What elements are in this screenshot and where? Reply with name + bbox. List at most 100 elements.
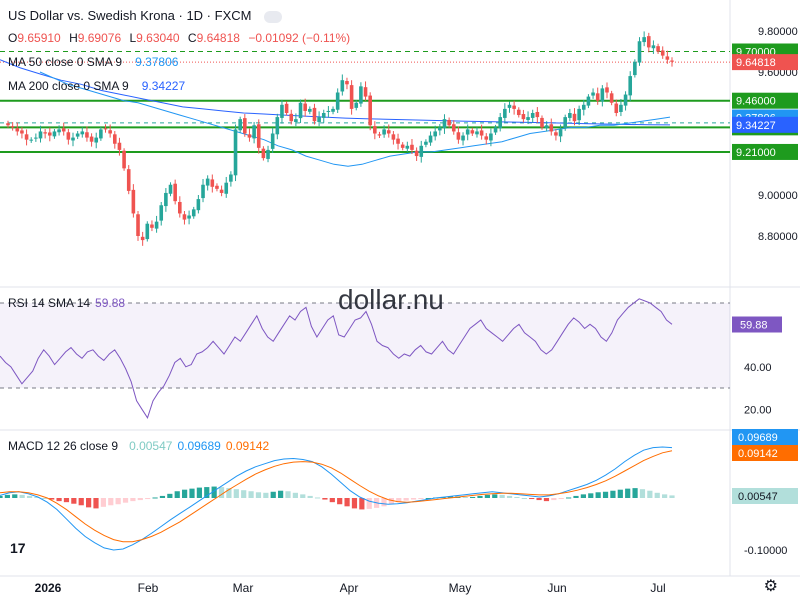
candle-body[interactable] bbox=[563, 117, 568, 129]
candle-body[interactable] bbox=[656, 46, 660, 52]
symbol-title[interactable]: US Dollar vs. Swedish Krona · 1D · FXCM bbox=[8, 8, 252, 23]
eye-icon[interactable] bbox=[264, 10, 283, 23]
candle-body[interactable] bbox=[270, 133, 275, 149]
price-axis[interactable]: 9.800009.600009.400009.200009.000008.800… bbox=[732, 26, 798, 557]
candle-body[interactable] bbox=[628, 76, 633, 96]
candle-body[interactable] bbox=[126, 169, 131, 191]
candle-body[interactable] bbox=[289, 113, 294, 122]
candle-body[interactable] bbox=[303, 103, 307, 111]
candle-body[interactable] bbox=[298, 102, 303, 119]
candle-body[interactable] bbox=[396, 138, 400, 144]
candle-body[interactable] bbox=[145, 223, 150, 240]
candle-body[interactable] bbox=[507, 104, 512, 108]
candle-body[interactable] bbox=[424, 141, 428, 145]
candle-body[interactable] bbox=[173, 183, 177, 202]
candle-body[interactable] bbox=[345, 81, 349, 85]
candle-body[interactable] bbox=[512, 105, 516, 109]
candle-body[interactable] bbox=[66, 132, 71, 140]
candle-body[interactable] bbox=[447, 119, 451, 126]
candle-body[interactable] bbox=[637, 41, 642, 63]
candle-body[interactable] bbox=[159, 205, 164, 221]
candle-body[interactable] bbox=[238, 119, 242, 131]
candle-body[interactable] bbox=[122, 150, 126, 169]
candle-body[interactable] bbox=[373, 126, 377, 134]
candle-body[interactable] bbox=[530, 113, 535, 118]
candle-body[interactable] bbox=[20, 130, 24, 134]
candle-body[interactable] bbox=[29, 139, 34, 141]
candle-body[interactable] bbox=[646, 36, 651, 48]
macd-badge[interactable] bbox=[732, 429, 798, 445]
candle-body[interactable] bbox=[252, 125, 256, 139]
candle-body[interactable] bbox=[428, 135, 433, 143]
candle-body[interactable] bbox=[586, 96, 591, 106]
candle-body[interactable] bbox=[326, 110, 331, 112]
ma200-badge[interactable] bbox=[732, 116, 798, 133]
candle-body[interactable] bbox=[38, 131, 43, 139]
candle-body[interactable] bbox=[280, 104, 284, 118]
candle-body[interactable] bbox=[479, 130, 484, 136]
candle-body[interactable] bbox=[665, 56, 670, 60]
candle-body[interactable] bbox=[136, 214, 140, 236]
candle-body[interactable] bbox=[363, 87, 368, 97]
candle-body[interactable] bbox=[558, 129, 563, 137]
candle-body[interactable] bbox=[535, 111, 540, 118]
candle-body[interactable] bbox=[554, 132, 558, 136]
candle-body[interactable] bbox=[261, 148, 266, 159]
candle-body[interactable] bbox=[34, 137, 38, 139]
candle-body[interactable] bbox=[605, 87, 609, 93]
candle-body[interactable] bbox=[451, 124, 456, 132]
candle-body[interactable] bbox=[182, 214, 187, 220]
candle-body[interactable] bbox=[131, 189, 136, 214]
candle-body[interactable] bbox=[549, 124, 554, 132]
candle-body[interactable] bbox=[465, 129, 470, 135]
candle-body[interactable] bbox=[359, 86, 363, 104]
rsi-badge[interactable] bbox=[732, 316, 782, 333]
candle-body[interactable] bbox=[544, 125, 549, 129]
candle-body[interactable] bbox=[623, 94, 628, 106]
candle-body[interactable] bbox=[386, 130, 391, 134]
candle-body[interactable] bbox=[57, 129, 61, 133]
candle-body[interactable] bbox=[164, 192, 168, 207]
candle-body[interactable] bbox=[89, 136, 94, 142]
candle-body[interactable] bbox=[205, 178, 210, 186]
candle-body[interactable] bbox=[99, 129, 103, 139]
candle-body[interactable] bbox=[600, 88, 605, 102]
candle-body[interactable] bbox=[75, 133, 80, 137]
candle-body[interactable] bbox=[433, 131, 437, 137]
candle-body[interactable] bbox=[414, 150, 419, 157]
level-badge[interactable] bbox=[732, 92, 798, 109]
candle-body[interactable] bbox=[215, 185, 219, 189]
candle-body[interactable] bbox=[391, 134, 396, 140]
ma200-legend[interactable]: MA 200 close 0 SMA 9 9.34227 bbox=[8, 78, 190, 94]
candle-body[interactable] bbox=[526, 117, 530, 120]
candle-body[interactable] bbox=[52, 131, 57, 137]
candle-body[interactable] bbox=[256, 124, 261, 148]
candle-body[interactable] bbox=[642, 37, 646, 43]
candle-body[interactable] bbox=[442, 119, 447, 129]
candle-body[interactable] bbox=[85, 132, 89, 138]
candle-body[interactable] bbox=[651, 45, 656, 49]
candle-body[interactable] bbox=[335, 92, 340, 110]
candle-body[interactable] bbox=[633, 61, 637, 76]
candle-body[interactable] bbox=[368, 95, 372, 126]
candle-body[interactable] bbox=[61, 128, 66, 132]
candle-body[interactable] bbox=[516, 109, 521, 116]
candle-body[interactable] bbox=[201, 184, 205, 199]
candle-body[interactable] bbox=[294, 119, 298, 123]
candle-body[interactable] bbox=[503, 108, 507, 118]
candle-body[interactable] bbox=[595, 93, 600, 101]
candle-body[interactable] bbox=[419, 145, 424, 157]
candle-body[interactable] bbox=[275, 117, 280, 135]
candle-body[interactable] bbox=[660, 50, 665, 56]
candle-body[interactable] bbox=[94, 137, 99, 143]
candle-body[interactable] bbox=[354, 102, 359, 108]
ma50-legend[interactable]: MA 50 close 0 SMA 9 9.37806 bbox=[8, 54, 183, 70]
candle-body[interactable] bbox=[47, 132, 52, 136]
candle-body[interactable] bbox=[233, 129, 238, 176]
candle-body[interactable] bbox=[140, 236, 145, 241]
candle-body[interactable] bbox=[243, 118, 247, 134]
candle-body[interactable] bbox=[196, 199, 201, 211]
candle-body[interactable] bbox=[10, 126, 15, 128]
candle-body[interactable] bbox=[493, 127, 498, 133]
candle-body[interactable] bbox=[410, 144, 414, 150]
